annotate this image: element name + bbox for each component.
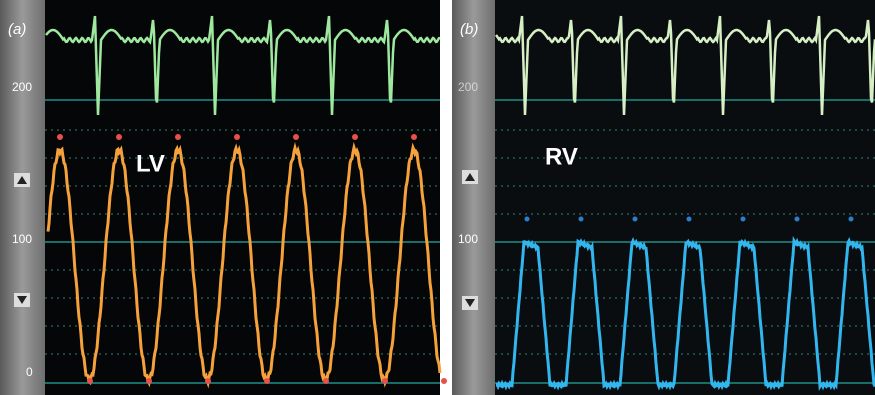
panel-label: (b) — [460, 21, 478, 38]
peak-marker — [293, 134, 299, 140]
peak-marker — [57, 134, 63, 140]
trough-marker — [87, 378, 93, 384]
scale-label: 200 — [12, 80, 32, 94]
peak-marker — [234, 134, 240, 140]
peak-marker — [525, 217, 530, 222]
scale-label: 100 — [458, 232, 478, 246]
peak-marker — [849, 217, 854, 222]
panel-label: (a) — [8, 21, 26, 38]
peak-marker — [175, 134, 181, 140]
chamber-label: RV — [545, 143, 578, 170]
panel-a: (a) 200 100 0 — [0, 0, 447, 395]
peak-marker — [795, 217, 800, 222]
peak-marker — [116, 134, 122, 140]
trough-marker — [382, 378, 388, 384]
chamber-label: LV — [136, 150, 165, 177]
scale-label: 0 — [26, 365, 33, 379]
peak-marker — [633, 217, 638, 222]
panel-b: (b) 200 100 — [452, 0, 875, 395]
trough-marker — [205, 378, 211, 384]
monitor-photo: (a) 200 100 0 (b) 200 100 LV RV — [0, 0, 875, 395]
peak-marker — [579, 217, 584, 222]
side-bar — [0, 0, 45, 395]
scale-label: 200 — [458, 80, 478, 94]
screen — [495, 0, 875, 395]
peak-marker — [352, 134, 358, 140]
trough-marker — [264, 378, 270, 384]
trough-marker — [441, 378, 447, 384]
peak-marker — [687, 217, 692, 222]
trough-marker — [323, 378, 329, 384]
trough-marker — [146, 378, 152, 384]
side-bar — [452, 0, 495, 395]
scale-label: 100 — [12, 232, 32, 246]
peak-marker — [741, 217, 746, 222]
screen — [45, 0, 440, 395]
peak-marker — [411, 134, 417, 140]
